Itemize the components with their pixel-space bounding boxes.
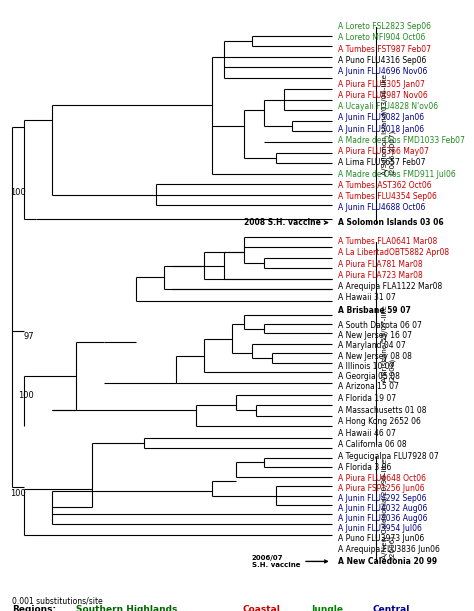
Text: A Madre de Dios FMD911 Jul06: A Madre de Dios FMD911 Jul06 <box>337 170 456 178</box>
Text: A Arequipa FLA1122 Mar08: A Arequipa FLA1122 Mar08 <box>337 282 442 291</box>
Text: A Junin FLU4688 Oct06: A Junin FLU4688 Oct06 <box>337 203 425 213</box>
Text: A Junin FLU4036 Aug06: A Junin FLU4036 Aug06 <box>337 514 427 523</box>
Text: A Maryland 04 07: A Maryland 04 07 <box>337 341 405 349</box>
Text: A Junin FLU5018 Jan06: A Junin FLU5018 Jan06 <box>337 125 424 134</box>
Text: A Puno FLU4316 Sep06: A Puno FLU4316 Sep06 <box>337 56 426 65</box>
Text: A Piura FSP1256 Jun06: A Piura FSP1256 Jun06 <box>337 484 424 492</box>
Text: 100: 100 <box>18 391 34 400</box>
Text: A Piura FLA723 Mar08: A Piura FLA723 Mar08 <box>337 271 422 280</box>
Text: A Tumbes FLA0641 Mar08: A Tumbes FLA0641 Mar08 <box>337 237 437 246</box>
Text: Coastal: Coastal <box>242 605 280 611</box>
Text: A Loreto FSL2823 Sep06: A Loreto FSL2823 Sep06 <box>337 22 431 31</box>
Text: A La LibertadOBT5882 Apr08: A La LibertadOBT5882 Apr08 <box>337 249 449 257</box>
Text: A Tumbes FLU4354 Sep06: A Tumbes FLU4354 Sep06 <box>337 192 437 201</box>
Text: A Florida 3 06: A Florida 3 06 <box>337 464 391 472</box>
Text: A New Jersey 08 08: A New Jersey 08 08 <box>337 352 411 361</box>
Text: A Tumbes AST362 Oct06: A Tumbes AST362 Oct06 <box>337 181 431 190</box>
Text: A Madre de Dios FMD1033 Feb07: A Madre de Dios FMD1033 Feb07 <box>337 136 465 145</box>
Text: Jungle: Jungle <box>312 605 344 611</box>
Text: 100: 100 <box>10 188 26 197</box>
Text: A/Solomon Island/03/06-like
(2006-2007): A/Solomon Island/03/06-like (2006-2007) <box>382 74 395 175</box>
Text: A Piura FLU6366 May07: A Piura FLU6366 May07 <box>337 147 428 156</box>
Text: A New Jersey 16 07: A New Jersey 16 07 <box>337 331 412 340</box>
Text: A Solomon Islands 03 06: A Solomon Islands 03 06 <box>337 218 443 227</box>
Text: A Georgia 05 08: A Georgia 05 08 <box>337 372 400 381</box>
Text: A/New Caledonia/20/99-like
(2006): A/New Caledonia/20/99-like (2006) <box>382 459 395 559</box>
Text: 2008 S.H. vaccine: 2008 S.H. vaccine <box>244 218 328 227</box>
Text: A Illinois 10 07: A Illinois 10 07 <box>337 362 394 371</box>
Text: A Tumbes FST987 Feb07: A Tumbes FST987 Feb07 <box>337 45 431 54</box>
Text: A Massachusetts 01 08: A Massachusetts 01 08 <box>337 406 426 415</box>
Text: Southern Highlands: Southern Highlands <box>76 605 177 611</box>
Text: A Hong Kong 2652 06: A Hong Kong 2652 06 <box>337 417 420 426</box>
Text: Central: Central <box>373 605 410 611</box>
Text: A Ucayali FLU4828 N'ov06: A Ucayali FLU4828 N'ov06 <box>337 102 438 111</box>
Text: A Junin FLU4032 Aug06: A Junin FLU4032 Aug06 <box>337 504 427 513</box>
Text: A Brisbane 59 07: A Brisbane 59 07 <box>337 307 410 315</box>
Text: A California 06 08: A California 06 08 <box>337 440 406 449</box>
Text: A Piura FLU4648 Oct06: A Piura FLU4648 Oct06 <box>337 474 426 483</box>
Text: A Hawaii 31 07: A Hawaii 31 07 <box>337 293 395 302</box>
Text: A Loreto MFI904 Oct06: A Loreto MFI904 Oct06 <box>337 34 425 42</box>
Text: A Arequipa FLU3836 Jun06: A Arequipa FLU3836 Jun06 <box>337 544 439 554</box>
Text: A Lima FLU5657 Feb07: A Lima FLU5657 Feb07 <box>337 158 425 167</box>
Text: 0.001 substitutions/site: 0.001 substitutions/site <box>12 596 103 606</box>
Text: A Junin FLU4696 Nov06: A Junin FLU4696 Nov06 <box>337 67 427 76</box>
Text: A Puno FLU3973 Jun06: A Puno FLU3973 Jun06 <box>337 535 424 543</box>
Text: A Piura FLA781 Mar08: A Piura FLA781 Mar08 <box>337 260 422 269</box>
Text: A Junin FLU4292 Sep06: A Junin FLU4292 Sep06 <box>337 494 426 503</box>
Text: A/Brisbane/59/07-like
(2008): A/Brisbane/59/07-like (2008) <box>382 304 395 382</box>
Text: A Piura FLU5305 Jan07: A Piura FLU5305 Jan07 <box>337 79 425 89</box>
Text: 97: 97 <box>24 332 34 341</box>
Text: A Junin FLU3954 Jul06: A Junin FLU3954 Jul06 <box>337 524 421 533</box>
Text: A South Dakota 06 07: A South Dakota 06 07 <box>337 321 421 329</box>
Text: A Piura FLU4987 Nov06: A Piura FLU4987 Nov06 <box>337 91 428 100</box>
Text: A New Caledonia 20 99: A New Caledonia 20 99 <box>337 557 437 566</box>
Text: A Hawaii 46 07: A Hawaii 46 07 <box>337 428 395 437</box>
Text: A Florida 19 07: A Florida 19 07 <box>337 393 396 403</box>
Text: 2006/07
S.H. vaccine: 2006/07 S.H. vaccine <box>252 555 328 568</box>
Text: 100: 100 <box>10 489 26 499</box>
Text: A Arizona 15 07: A Arizona 15 07 <box>337 382 399 392</box>
Text: A Junin FLU5082 Jan06: A Junin FLU5082 Jan06 <box>337 114 424 122</box>
Text: Regions:: Regions: <box>12 605 56 611</box>
Text: A Tegucigalpa FLU7928 07: A Tegucigalpa FLU7928 07 <box>337 452 438 461</box>
